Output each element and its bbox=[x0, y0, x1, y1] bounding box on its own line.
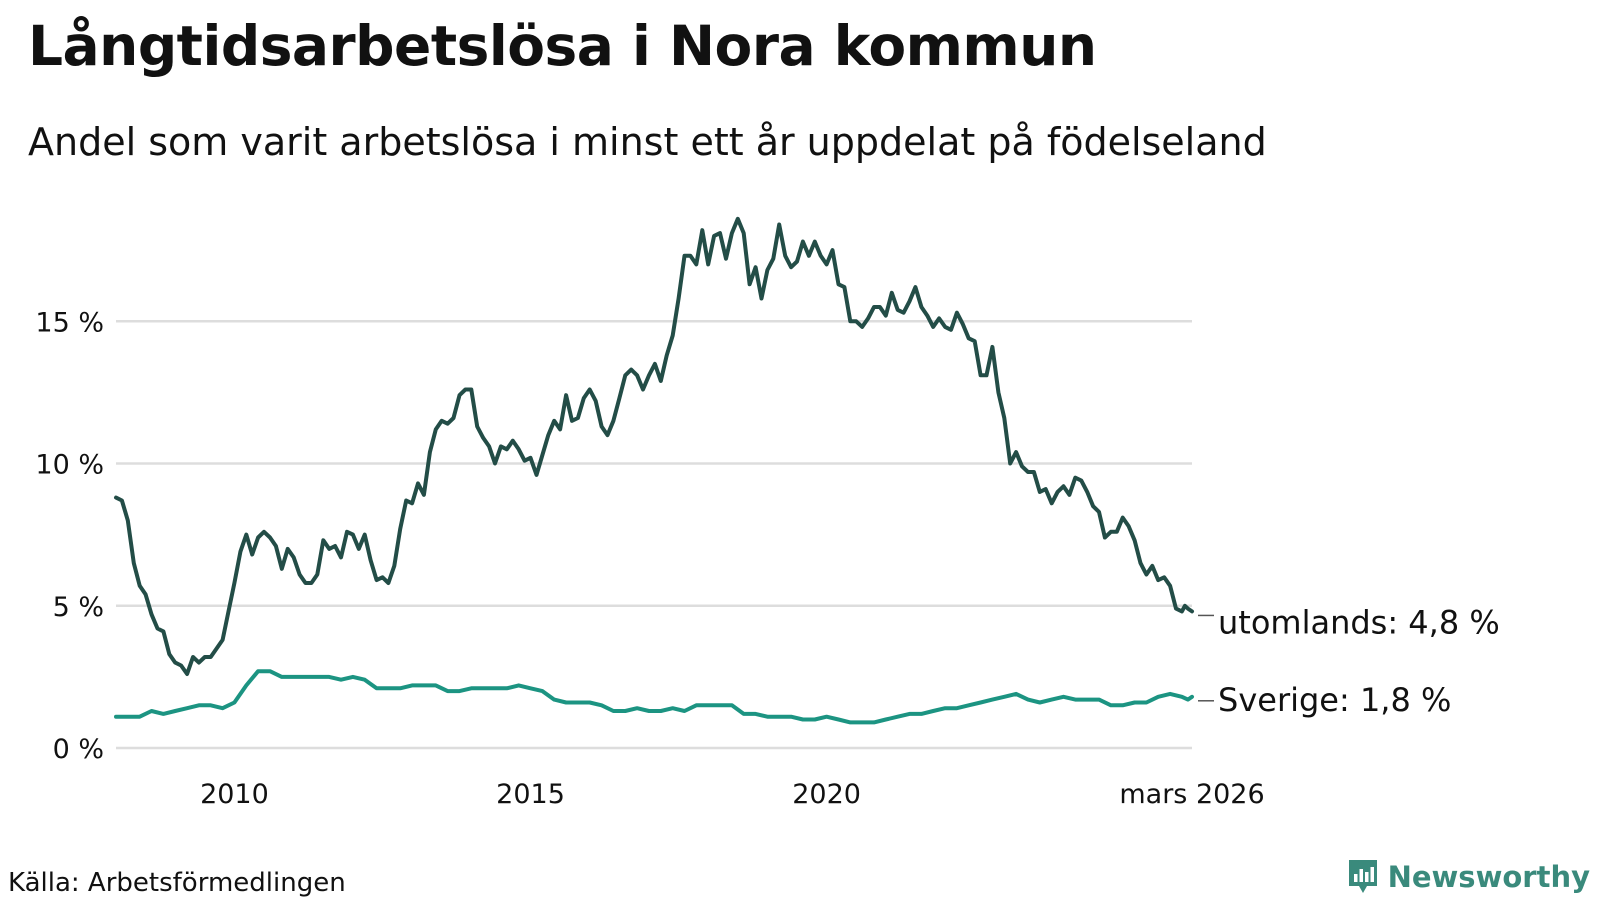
series-line-utomlands bbox=[114, 216, 1194, 676]
newsworthy-logo-icon bbox=[1348, 860, 1377, 893]
y-tick-label: 10 % bbox=[35, 450, 104, 481]
series-lines bbox=[114, 216, 1194, 725]
series-line-sverige bbox=[114, 669, 1194, 725]
chart-subtitle: Andel som varit arbetslösa i minst ett å… bbox=[28, 120, 1267, 164]
y-tick-label: 5 % bbox=[53, 592, 104, 623]
source-note: Källa: Arbetsförmedlingen bbox=[8, 868, 346, 898]
x-tick-label: mars 2026 bbox=[1119, 779, 1264, 810]
end-label-sverige: Sverige: 1,8 % bbox=[1218, 681, 1451, 719]
x-tick-label: 2020 bbox=[792, 779, 861, 810]
end-label-utomlands: utomlands: 4,8 % bbox=[1218, 603, 1500, 641]
brand-logo: Newsworthy bbox=[1346, 858, 1590, 896]
end-labels: utomlands: 4,8 % Sverige: 1,8 % bbox=[1198, 603, 1500, 719]
gridlines bbox=[116, 320, 1192, 750]
x-tick-label: 2010 bbox=[200, 779, 269, 810]
axis-labels: 0 % 5 % 10 % 15 % 2010 2015 2020 mars 2026 bbox=[35, 307, 1264, 810]
y-tick-label: 0 % bbox=[53, 734, 104, 765]
y-tick-label: 15 % bbox=[35, 307, 104, 338]
x-tick-label: 2015 bbox=[496, 779, 565, 810]
chart-title: Långtidsarbetslösa i Nora kommun bbox=[28, 14, 1097, 78]
brand-name: Newsworthy bbox=[1387, 860, 1590, 894]
